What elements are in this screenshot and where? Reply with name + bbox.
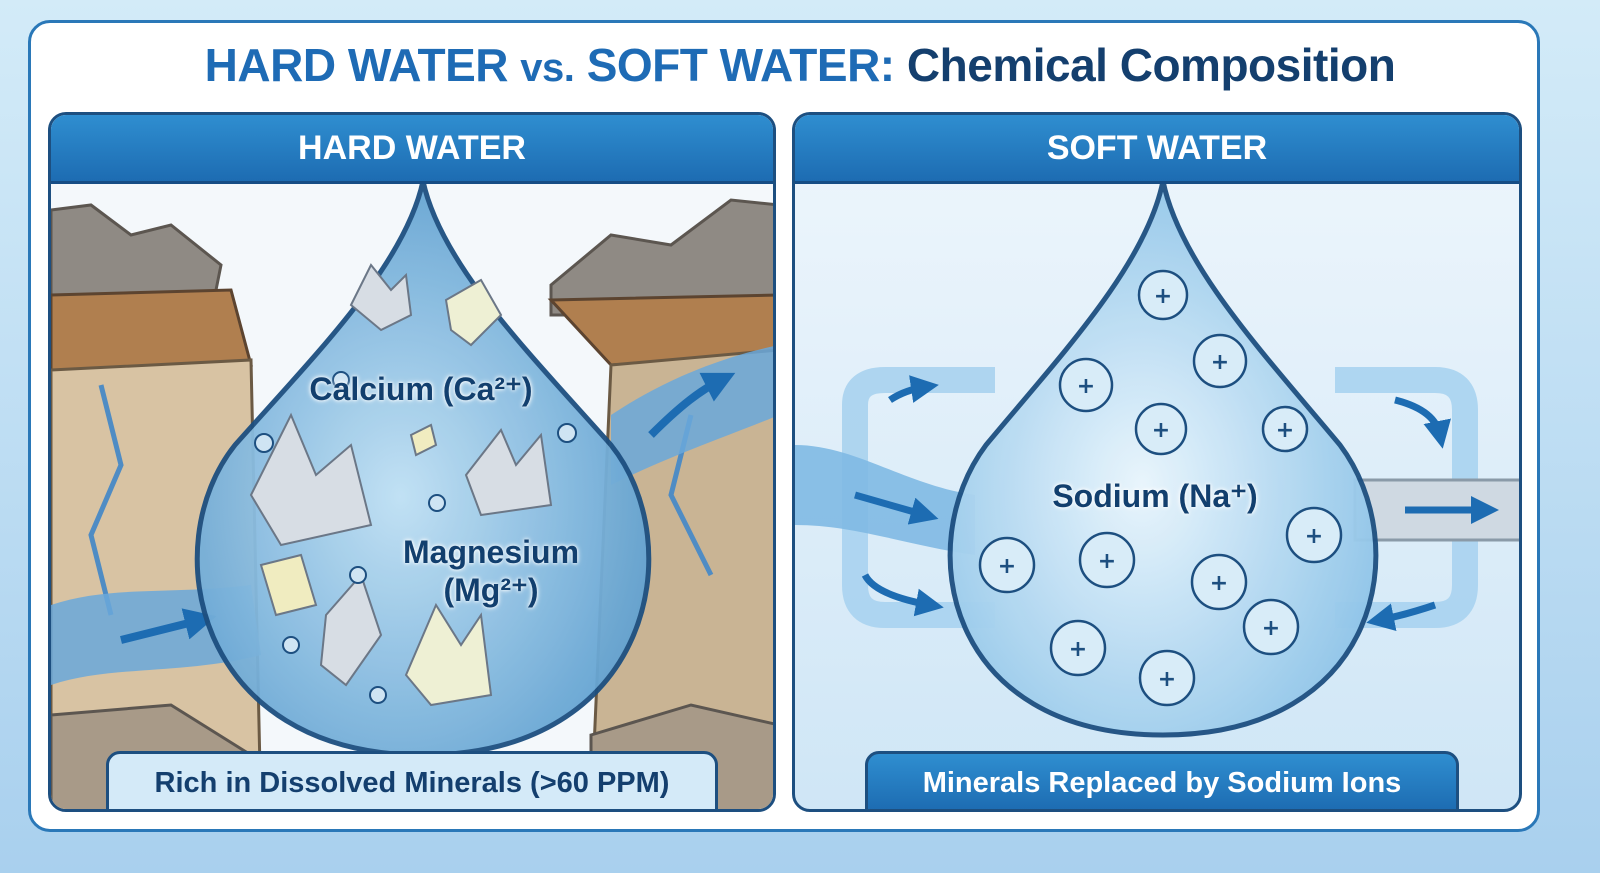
hard-water-illustration xyxy=(51,180,773,809)
svg-text:+: + xyxy=(1211,350,1229,375)
sodium-label: Sodium (Na⁺) xyxy=(1052,478,1258,514)
soft-water-panel: + + + + + + + + + + + + SOFT WATER Sodium (Na⁺) M… xyxy=(792,112,1522,812)
ion-plus-icons xyxy=(254,371,577,704)
flow-arrow-icons xyxy=(854,375,1499,631)
magnesium-label-formula: (Mg²⁺) xyxy=(443,572,539,608)
svg-text:+: + xyxy=(1210,571,1228,596)
magnesium-label-name: Magnesium xyxy=(402,534,580,570)
flow-arrow-icon xyxy=(648,372,736,438)
svg-text:+: + xyxy=(1305,524,1323,549)
calcium-label: Calcium (Ca²⁺) xyxy=(309,371,533,407)
soft-water-caption: Minerals Replaced by Sodium Ions xyxy=(865,751,1459,809)
mineral-crystals xyxy=(249,263,553,707)
title-vs: vs. xyxy=(520,46,575,90)
title-hard: HARD WATER xyxy=(204,39,509,91)
svg-text:+: + xyxy=(1262,616,1280,641)
title-soft: SOFT WATER: xyxy=(586,39,895,91)
svg-text:+: + xyxy=(1069,637,1087,662)
flow-arrow-icon xyxy=(120,608,217,644)
hard-water-panel: HARD WATER Calcium (Ca²⁺) Magnesium (Mg²… xyxy=(48,112,776,812)
svg-text:+: + xyxy=(998,554,1016,579)
hard-water-caption: Rich in Dissolved Minerals (>60 PPM) xyxy=(106,751,718,809)
svg-text:+: + xyxy=(1077,374,1095,399)
soft-water-header: SOFT WATER xyxy=(795,115,1519,184)
soft-water-illustration: + + + + + + + + + + + + xyxy=(795,180,1519,738)
title-composition: Chemical Composition xyxy=(906,39,1396,91)
svg-text:+: + xyxy=(1098,549,1116,574)
svg-text:+: + xyxy=(1158,667,1176,692)
sodium-ion-icons: + + + + + + + + + + + + xyxy=(978,269,1343,707)
page-title: HARD WATER vs. SOFT WATER: Chemical Comp… xyxy=(0,38,1600,92)
svg-text:+: + xyxy=(1276,418,1294,443)
svg-text:+: + xyxy=(1152,418,1170,443)
hard-water-header: HARD WATER xyxy=(51,115,773,184)
water-drop xyxy=(947,180,1379,738)
magnesium-label: Magnesium (Mg²⁺) xyxy=(381,533,601,609)
svg-text:+: + xyxy=(1154,284,1172,309)
